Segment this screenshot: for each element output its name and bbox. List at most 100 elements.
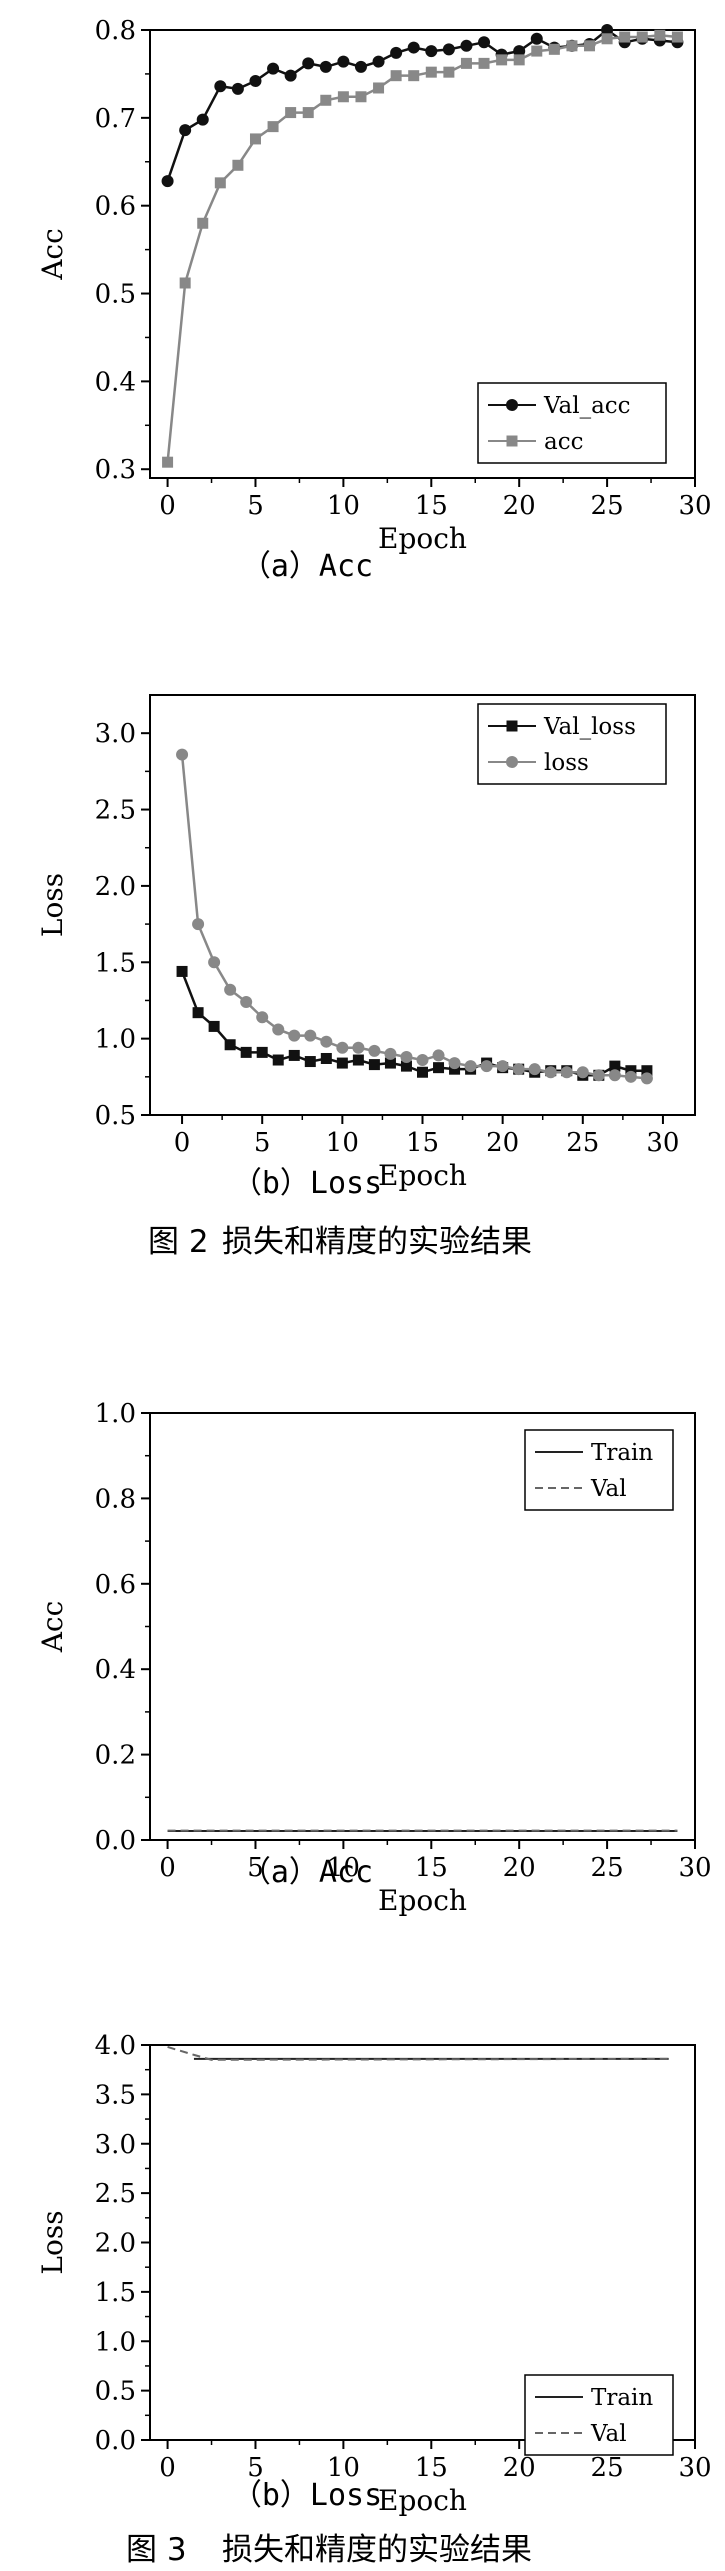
- point-acc: [671, 31, 683, 43]
- y-axis-label: Acc: [36, 228, 69, 281]
- y-tick-label: 3.5: [95, 2080, 136, 2110]
- point-loss: [208, 956, 221, 969]
- x-axis-label: Epoch: [378, 522, 467, 555]
- y-tick-label: 2.5: [95, 2179, 136, 2209]
- point-loss: [608, 1069, 621, 1082]
- x-tick-label: 25: [591, 2453, 624, 2483]
- point-val-loss: [192, 1007, 204, 1019]
- y-axis-label: Loss: [36, 2210, 69, 2274]
- point-acc: [373, 82, 385, 94]
- plot-frame: [149, 29, 696, 479]
- x-tick-label: 15: [415, 1853, 448, 1883]
- x-tick-label: 10: [327, 1853, 360, 1883]
- point-loss: [640, 1072, 653, 1085]
- y-tick-label: 0.8: [95, 16, 136, 46]
- point-val-acc: [390, 46, 403, 59]
- y-tick-label: 0.6: [95, 1570, 136, 1600]
- figure-2-caption: 损失和精度的实验结果: [222, 1224, 532, 1260]
- y-tick-label: 0.7: [95, 104, 136, 134]
- point-loss: [224, 983, 237, 996]
- point-acc: [267, 121, 279, 133]
- point-val-acc: [460, 39, 473, 52]
- panel-caption-2b: （b）Loss: [232, 1166, 382, 1201]
- panel-caption-3a: （a）Acc: [241, 1855, 373, 1890]
- point-val-loss: [625, 1065, 637, 1077]
- x-tick-label: 25: [591, 491, 624, 521]
- point-val-loss: [304, 1056, 316, 1068]
- x-tick-label: 15: [415, 491, 448, 521]
- point-acc: [496, 54, 508, 66]
- x-axis-label: Epoch: [378, 1159, 467, 1192]
- point-loss: [400, 1050, 413, 1063]
- point-val-loss: [384, 1057, 396, 1069]
- point-loss: [576, 1066, 589, 1079]
- legend-label-acc: acc: [544, 429, 583, 455]
- y-tick-label: 0.2: [95, 1741, 136, 1771]
- legend-box: [524, 2374, 674, 2456]
- point-loss: [368, 1044, 381, 1057]
- y-tick-label: 2.0: [95, 2229, 136, 2259]
- x-tick-label: 30: [678, 1853, 711, 1883]
- legend-label-loss: loss: [544, 750, 589, 776]
- x-tick-label: 5: [247, 491, 264, 521]
- x-tick-label: 5: [247, 2453, 264, 2483]
- x-tick-label: 15: [406, 1128, 439, 1158]
- x-tick-label: 20: [503, 1853, 536, 1883]
- x-tick-label: 0: [159, 2453, 176, 2483]
- point-val-acc: [407, 41, 420, 54]
- point-val-loss: [400, 1060, 412, 1072]
- point-loss: [544, 1066, 557, 1079]
- x-tick-label: 5: [247, 1853, 264, 1883]
- point-acc: [619, 31, 631, 43]
- point-val-acc: [161, 175, 174, 188]
- point-loss: [336, 1041, 349, 1054]
- point-loss: [288, 1029, 301, 1042]
- point-loss: [192, 918, 205, 931]
- point-val-loss: [352, 1054, 364, 1066]
- y-tick-label: 3.0: [95, 719, 136, 749]
- x-tick-label: 0: [159, 1853, 176, 1883]
- x-tick-label: 25: [591, 1853, 624, 1883]
- point-acc: [566, 40, 578, 52]
- point-acc: [601, 33, 613, 45]
- x-tick-label: 20: [503, 2453, 536, 2483]
- x-tick-label: 15: [415, 2453, 448, 2483]
- x-tick-label: 20: [486, 1128, 519, 1158]
- y-tick-label: 0.0: [95, 1826, 136, 1856]
- point-val-loss: [288, 1049, 300, 1061]
- point-val-acc: [249, 74, 262, 87]
- y-tick-label: 0.0: [95, 2426, 136, 2456]
- point-loss: [272, 1023, 285, 1036]
- point-val-loss: [368, 1059, 380, 1071]
- point-loss: [432, 1049, 445, 1062]
- legend-marker-acc: [506, 435, 518, 447]
- point-val-acc: [337, 55, 350, 68]
- legend-label-val-loss: Val_loss: [543, 714, 636, 740]
- point-loss: [592, 1069, 605, 1082]
- point-loss: [528, 1063, 541, 1076]
- chart-loss-1: 0 5 10 15 20 25 30 0.5 1.0 1.5 2.0 2.5 3.0 Epoch Loss V…: [36, 694, 696, 1192]
- x-tick-label: 0: [174, 1128, 191, 1158]
- point-acc: [443, 66, 455, 78]
- point-acc: [214, 177, 226, 189]
- point-val-loss: [449, 1063, 461, 1075]
- point-acc: [302, 107, 314, 119]
- point-val-acc: [354, 60, 367, 73]
- point-val-acc: [425, 45, 438, 58]
- x-tick-label: 30: [678, 2453, 711, 2483]
- point-acc: [162, 456, 174, 468]
- y-tick-label: 2.5: [95, 796, 136, 826]
- y-tick-label: 1.0: [95, 1399, 136, 1429]
- point-loss: [512, 1063, 525, 1076]
- y-tick-label: 0.4: [95, 1655, 136, 1685]
- panel-caption-2a: （a）Acc: [241, 549, 373, 584]
- point-acc: [285, 107, 297, 119]
- legend-marker-val-loss: [506, 720, 518, 732]
- x-tick-label: 0: [159, 491, 176, 521]
- legend-label-val: Val: [590, 2421, 627, 2447]
- y-tick-label: 0.4: [95, 367, 136, 397]
- point-loss: [384, 1047, 397, 1060]
- x-tick-label: 30: [678, 491, 711, 521]
- point-acc: [548, 43, 560, 55]
- point-acc: [320, 94, 332, 106]
